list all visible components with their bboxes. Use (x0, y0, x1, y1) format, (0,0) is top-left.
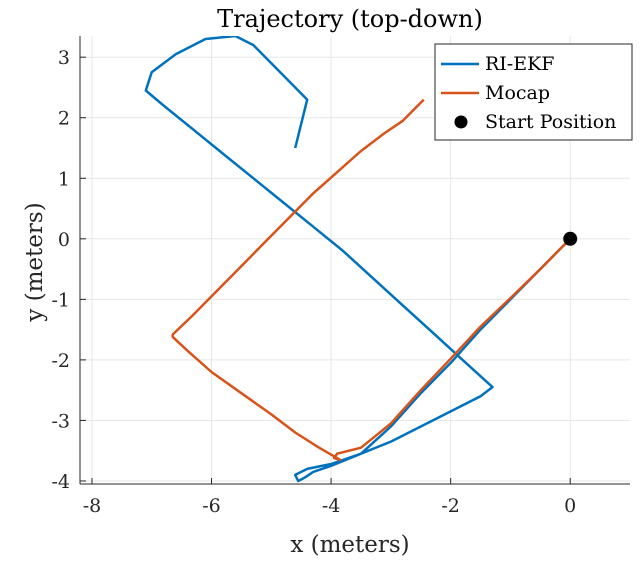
legend: RI-EKF Mocap Start Position (434, 43, 633, 141)
series-line-mocap (171, 98, 572, 462)
y-axis-label: y (meters) (22, 202, 48, 322)
legend-marker-start (454, 115, 468, 129)
start-position-marker (563, 231, 578, 246)
plot-area (144, 36, 578, 483)
legend-entry-label: Start Position (485, 111, 616, 133)
legend-entry-label: Mocap (485, 82, 550, 104)
y-tick-label: 1 (58, 168, 70, 190)
y-tick-label: 2 (58, 108, 70, 130)
y-tick-label: -2 (51, 350, 70, 372)
chart-title: Trajectory (top-down) (217, 5, 483, 33)
x-tick-label: 0 (564, 495, 576, 517)
y-tick-label: 3 (58, 47, 70, 69)
y-tick-label: -3 (51, 410, 70, 432)
grid-lines (80, 36, 630, 484)
x-tick-label: -2 (441, 495, 460, 517)
legend-entry-label: RI-EKF (485, 53, 554, 75)
x-tick-label: -4 (322, 495, 341, 517)
y-tick-label: -4 (51, 471, 70, 493)
x-tick-label: -8 (83, 495, 102, 517)
x-axis-label: x (meters) (290, 532, 409, 558)
series-line-ri-ekf (144, 36, 572, 483)
x-tick-label: -6 (202, 495, 221, 517)
y-tick-label: 0 (58, 229, 70, 251)
y-tick-label: -1 (51, 289, 70, 311)
axes: -8 -6 -4 -2 0 -4 -3 -2 -1 0 1 2 3 (51, 36, 630, 517)
